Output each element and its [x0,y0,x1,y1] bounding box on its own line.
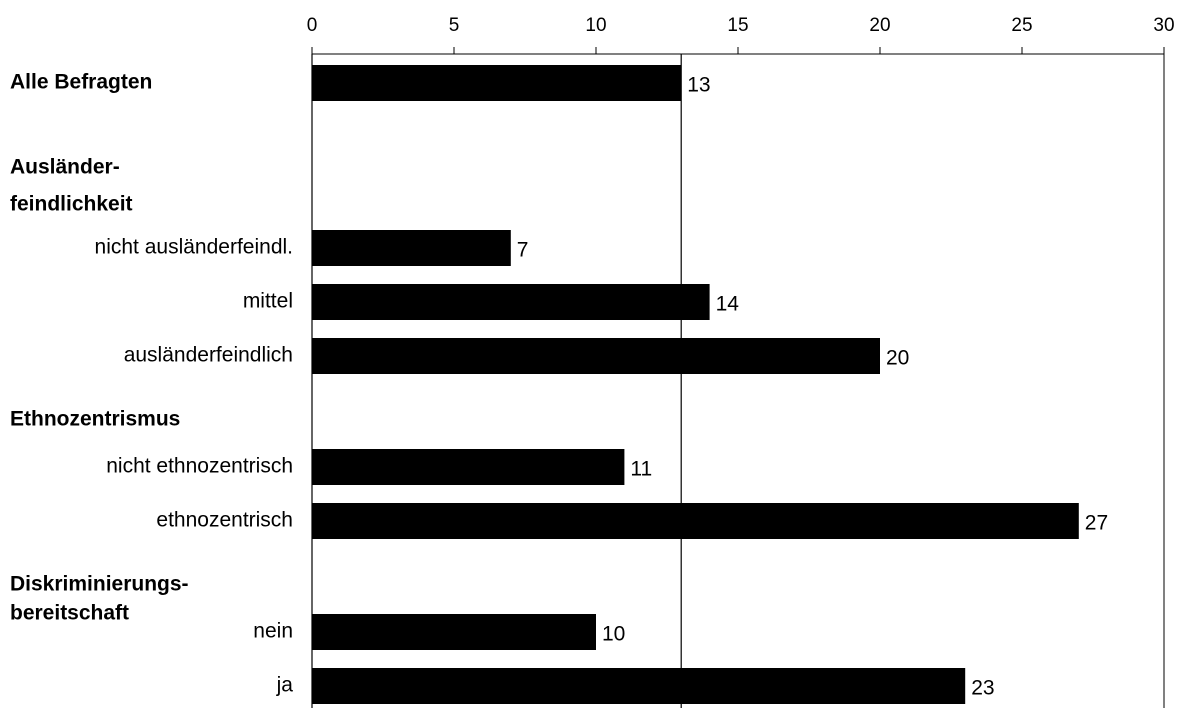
bar [312,503,1079,539]
bar [312,65,682,101]
bars-layer [312,65,1079,704]
bar [312,449,625,485]
group-heading: feindlichkeit [10,193,133,216]
group-heading: Ethnozentrismus [10,408,180,431]
x-tick-label: 10 [585,15,606,36]
category-label: ethnozentrisch [156,509,293,532]
data-label: 13 [687,74,710,97]
category-label: nicht ethnozentrisch [106,455,293,478]
data-label: 14 [716,293,740,316]
x-tick-label: 25 [1011,15,1032,36]
category-label: ausländerfeindlich [124,344,293,367]
bar [312,614,596,650]
bar [312,338,880,374]
x-tick-label: 30 [1153,15,1174,36]
data-label: 7 [517,239,529,262]
data-label: 11 [630,458,652,481]
bar [312,230,511,266]
data-label: 27 [1085,512,1108,535]
x-tick-label: 0 [307,15,318,36]
bar [312,668,966,704]
data-label: 23 [971,677,994,700]
x-tick-label: 15 [727,15,748,36]
group-heading: Alle Befragten [10,71,152,94]
category-label: mittel [243,290,293,313]
x-tick-label: 5 [449,15,460,36]
labels-layer: Alle Befragten Ausländer-feindlichkeit Eth… [10,71,1108,700]
bar [312,284,710,320]
category-label: nicht ausländerfeindl. [95,236,293,259]
category-label: ja [276,674,294,697]
x-tick-label: 20 [869,15,890,36]
group-heading: bereitschaft [10,602,129,625]
group-heading: Diskriminierungs- [10,573,189,596]
data-label: 20 [886,347,909,370]
axis-layer: 0 5 10 15 20 25 30 [307,15,1175,708]
category-label: nein [253,620,293,643]
group-heading: Ausländer- [10,156,120,179]
data-label: 10 [602,623,625,646]
